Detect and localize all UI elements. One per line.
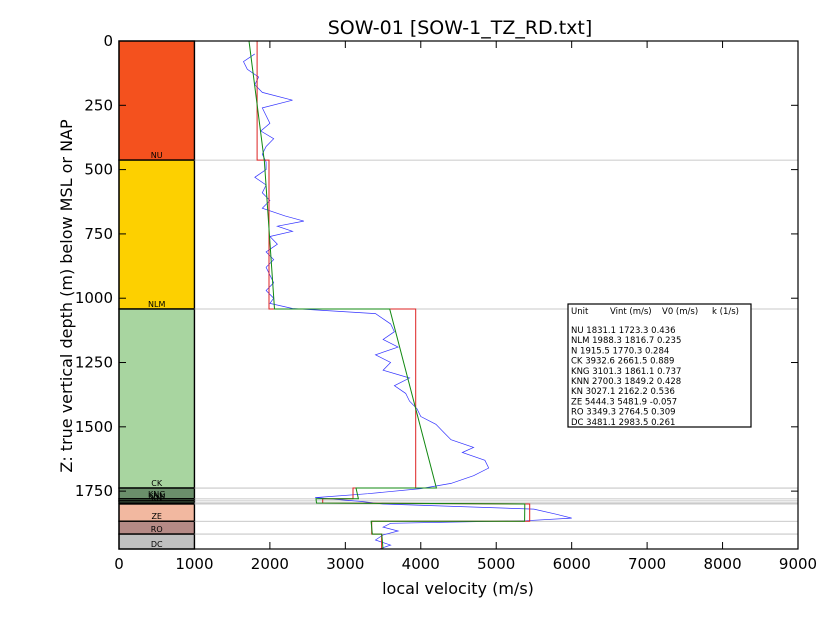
unit-label-nu: NU bbox=[151, 151, 163, 160]
table-header-v0: V0 (m/s) bbox=[662, 307, 698, 317]
unit-block-ck bbox=[118, 308, 196, 489]
series-interval-velocity bbox=[256, 41, 531, 549]
table-row: KNG 3101.3 1861.1 0.737 bbox=[571, 367, 681, 377]
x-tick-label: 0 bbox=[114, 555, 124, 573]
unit-label-ck: CK bbox=[151, 479, 163, 488]
unit-label-kng: KNG bbox=[148, 490, 165, 499]
unit-label-dc: DC bbox=[151, 540, 163, 549]
unit-label-ze: ZE bbox=[151, 512, 162, 521]
x-tick-label: 4000 bbox=[402, 555, 440, 573]
unit-block-nlm bbox=[118, 159, 196, 310]
y-tick-label: 0 bbox=[103, 32, 113, 50]
unit-label-ro: RO bbox=[151, 525, 163, 534]
table-row: NLM 1988.3 1816.7 0.235 bbox=[571, 336, 681, 346]
unit-block-nu bbox=[118, 40, 196, 161]
stats-table-box bbox=[567, 303, 752, 428]
y-tick-label: 500 bbox=[84, 161, 113, 179]
x-tick-label: 6000 bbox=[553, 555, 591, 573]
table-header-k: k (1/s) bbox=[712, 307, 739, 317]
series-linear-fit bbox=[248, 40, 526, 550]
table-row: RO 3349.3 2764.5 0.309 bbox=[571, 408, 676, 418]
y-tick-label: 1500 bbox=[75, 418, 113, 436]
x-tick-label: 2000 bbox=[251, 555, 289, 573]
table-row: N 1915.5 1770.3 0.284 bbox=[571, 346, 669, 356]
y-tick-label: 750 bbox=[84, 225, 113, 243]
unit-label-nlm: NLM bbox=[148, 300, 165, 309]
table-row: NU 1831.1 1723.3 0.436 bbox=[571, 326, 676, 336]
y-axis-label: Z: true vertical depth (m) below MSL or … bbox=[57, 119, 76, 473]
x-tick-label: 5000 bbox=[477, 555, 515, 573]
x-axis-label: local velocity (m/s) bbox=[382, 579, 534, 598]
x-tick-label: 8000 bbox=[703, 555, 741, 573]
table-header-vint: Vint (m/s) bbox=[610, 307, 652, 317]
table-row: DC 3481.1 2983.5 0.261 bbox=[571, 418, 675, 428]
table-row: KNN 2700.3 1849.2 0.428 bbox=[571, 377, 681, 387]
chart-title: SOW-01 [SOW-1_TZ_RD.txt] bbox=[328, 17, 593, 39]
x-tick-label: 9000 bbox=[779, 555, 817, 573]
x-tick-label: 1000 bbox=[175, 555, 213, 573]
unit-label-knn: KNN bbox=[148, 492, 165, 501]
unit-label-kn: KN bbox=[151, 494, 162, 503]
table-header-unit: Unit bbox=[571, 307, 589, 317]
series-log-velocity bbox=[243, 53, 572, 550]
y-tick-label: 1000 bbox=[75, 289, 113, 307]
table-row: CK 3932.6 2661.5 0.889 bbox=[571, 357, 674, 367]
x-tick-label: 3000 bbox=[326, 555, 364, 573]
y-tick-label: 1750 bbox=[75, 482, 113, 500]
table-row: KN 3027.1 2162.2 0.536 bbox=[571, 387, 675, 397]
x-tick-label: 7000 bbox=[628, 555, 666, 573]
y-tick-label: 250 bbox=[84, 96, 113, 114]
stats-table: Unit Vint (m/s) V0 (m/s) k (1/s) NU 1831… bbox=[567, 303, 752, 428]
table-row: ZE 5444.3 5481.9 -0.057 bbox=[571, 397, 677, 407]
plot-frame bbox=[118, 40, 799, 550]
y-tick-label: 1250 bbox=[75, 354, 113, 372]
